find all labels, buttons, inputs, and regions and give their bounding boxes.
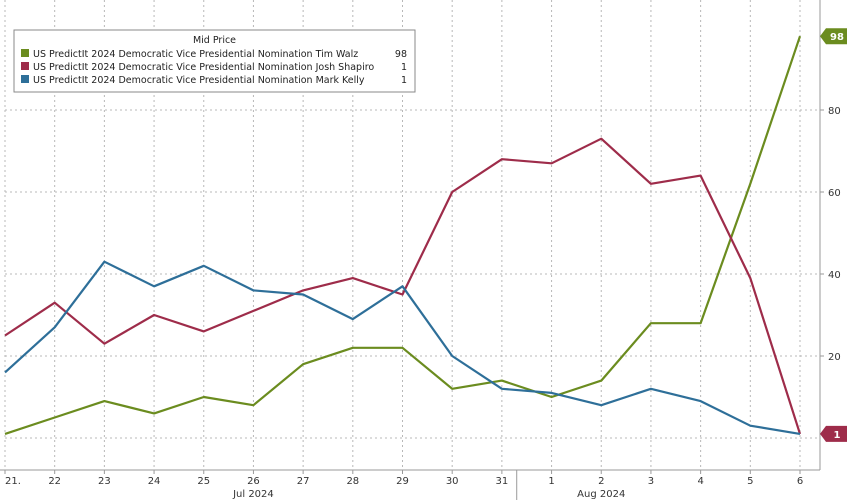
y-tick-label: 60 (828, 188, 841, 199)
legend-entry-value: 1 (401, 75, 407, 86)
x-month-label: Aug 2024 (577, 489, 625, 500)
legend-box (13, 29, 416, 93)
x-tick-label: 1 (548, 476, 554, 487)
x-tick-label: 26 (247, 476, 260, 487)
legend-entry-value: 1 (401, 62, 407, 73)
legend-swatch (21, 75, 29, 83)
x-tick-label: 28 (346, 476, 359, 487)
x-tick-label: 24 (148, 476, 161, 487)
badge-value: 1 (834, 430, 841, 441)
last-value-badge: 1 (820, 425, 847, 442)
x-tick-label: 3 (648, 476, 654, 487)
y-tick-label: 80 (828, 106, 841, 117)
legend: Mid Price US PredictIt 2024 Democratic Vi… (13, 29, 416, 93)
legend-entry-label: US PredictIt 2024 Democratic Vice Presid… (33, 75, 365, 86)
legend-title: Mid Price (193, 35, 236, 46)
x-tick-label: 27 (297, 476, 310, 487)
x-tick-label: 31 (496, 476, 509, 487)
y-tick-label: 40 (828, 270, 841, 281)
legend-entry-label: US PredictIt 2024 Democratic Vice Presid… (33, 62, 374, 73)
legend-swatch (21, 49, 29, 57)
x-tick-label: 29 (396, 476, 409, 487)
grid-lines (4, 0, 820, 470)
badge-shape (820, 28, 847, 45)
badge-shape (820, 425, 847, 442)
x-tick-label: 23 (98, 476, 111, 487)
badge-value: 98 (830, 32, 844, 43)
series-line-2 (4, 137, 802, 435)
series-line-1 (4, 35, 802, 435)
last-value-badges: 98 1 (820, 28, 847, 442)
y-tick-label: 20 (828, 352, 841, 363)
x-tick-label: 2 (598, 476, 604, 487)
legend-entry-value: 98 (395, 49, 407, 60)
legend-entry-label: US PredictIt 2024 Democratic Vice Presid… (33, 49, 358, 60)
legend-swatch (21, 62, 29, 70)
x-month-label: Jul 2024 (232, 489, 274, 500)
series-layer (4, 35, 802, 435)
last-value-badge: 98 (820, 28, 847, 45)
x-tick-label: 5 (747, 476, 753, 487)
x-tick-label: 6 (797, 476, 803, 487)
x-tick-label: 30 (446, 476, 459, 487)
x-tick-label: 4 (697, 476, 703, 487)
x-tick-label: 22 (48, 476, 61, 487)
x-tick-label: 25 (197, 476, 210, 487)
series-line-3 (4, 260, 801, 435)
x-tick-label: 21. (5, 476, 21, 487)
